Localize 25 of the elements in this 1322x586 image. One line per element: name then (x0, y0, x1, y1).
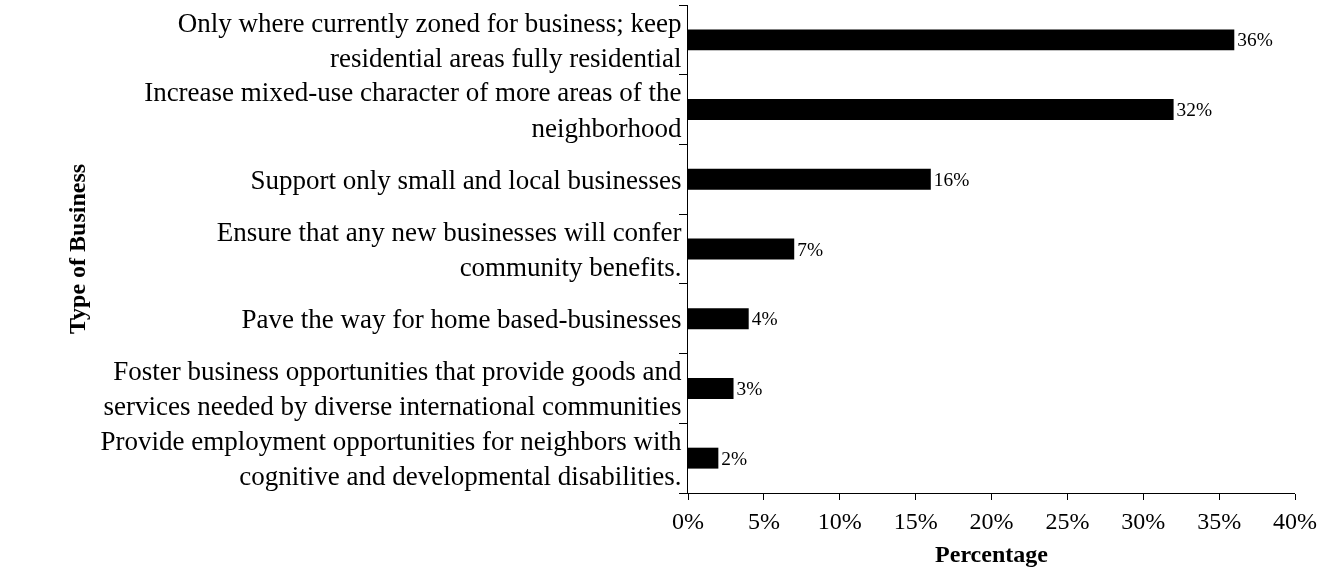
x-tick-label: 15% (893, 507, 938, 534)
x-tick-label: 20% (969, 507, 1014, 534)
data-label: 36% (1237, 29, 1273, 51)
x-tick-label: 35% (1197, 507, 1242, 534)
data-label: 32% (1176, 99, 1213, 121)
y-tick-label: Provide employment opportunities for neighbors with cognitive and developmental disabilities. (100, 426, 683, 492)
x-tick-label: 10% (817, 507, 862, 534)
y-tick-label: Ensure that any new businesses will confer community benefits. (216, 216, 682, 282)
data-label: 2% (721, 447, 748, 469)
y-axis-title: Type of Business (63, 163, 90, 335)
x-axis-title: Percentage (935, 541, 1049, 568)
data-label: 7% (797, 238, 824, 260)
y-tick-label: Foster business opportunities that provide goods and services needed by diverse international communities (103, 356, 683, 422)
y-tick-label: Increase mixed-use character of more areas of the neighborhood (144, 77, 683, 143)
x-tick-label: 30% (1121, 507, 1166, 534)
x-tick-label: 0% (672, 507, 704, 534)
y-tick-label: Only where currently zoned for business; keep residential areas fully residential (177, 7, 682, 73)
data-label: 3% (736, 378, 763, 400)
data-label: 4% (751, 308, 778, 330)
x-tick-label: 25% (1045, 507, 1090, 534)
y-tick-label: Support only small and local businesses (250, 164, 682, 195)
x-tick-label: 5% (747, 507, 780, 534)
data-label: 16% (933, 168, 970, 190)
x-tick-label: 40% (1273, 507, 1317, 534)
y-tick-label: Pave the way for home based-businesses (241, 304, 682, 335)
